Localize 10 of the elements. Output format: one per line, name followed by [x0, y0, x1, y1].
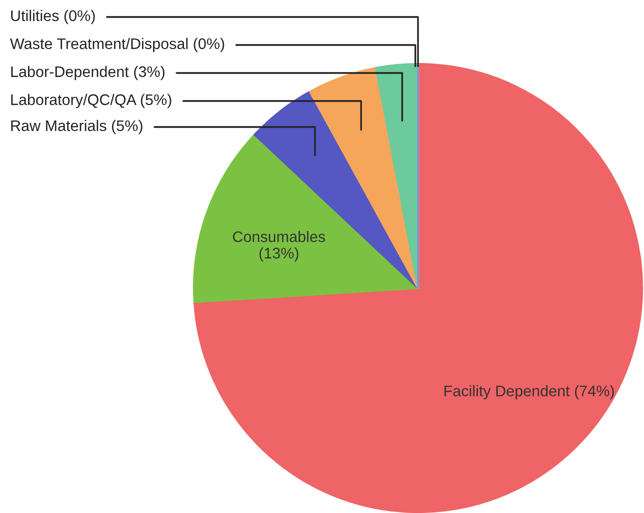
pie-slice	[193, 62, 643, 513]
slice-label: Facility Dependent (74%)	[444, 385, 614, 400]
category-label: Waste Treatment/Disposal (0%)	[10, 38, 224, 52]
slice-label: Raw Materials (5%)	[11, 120, 142, 134]
category-label: Utilities (0%)	[11, 10, 95, 24]
pie-slice	[192, 134, 420, 304]
slice-label: Consumables (13%)	[232, 230, 326, 262]
slice-label: Laboratory/QC/QA (5%)	[11, 94, 172, 108]
slice-label: Labor-Dependent (3%)	[11, 66, 164, 80]
pie-slice	[374, 62, 420, 290]
